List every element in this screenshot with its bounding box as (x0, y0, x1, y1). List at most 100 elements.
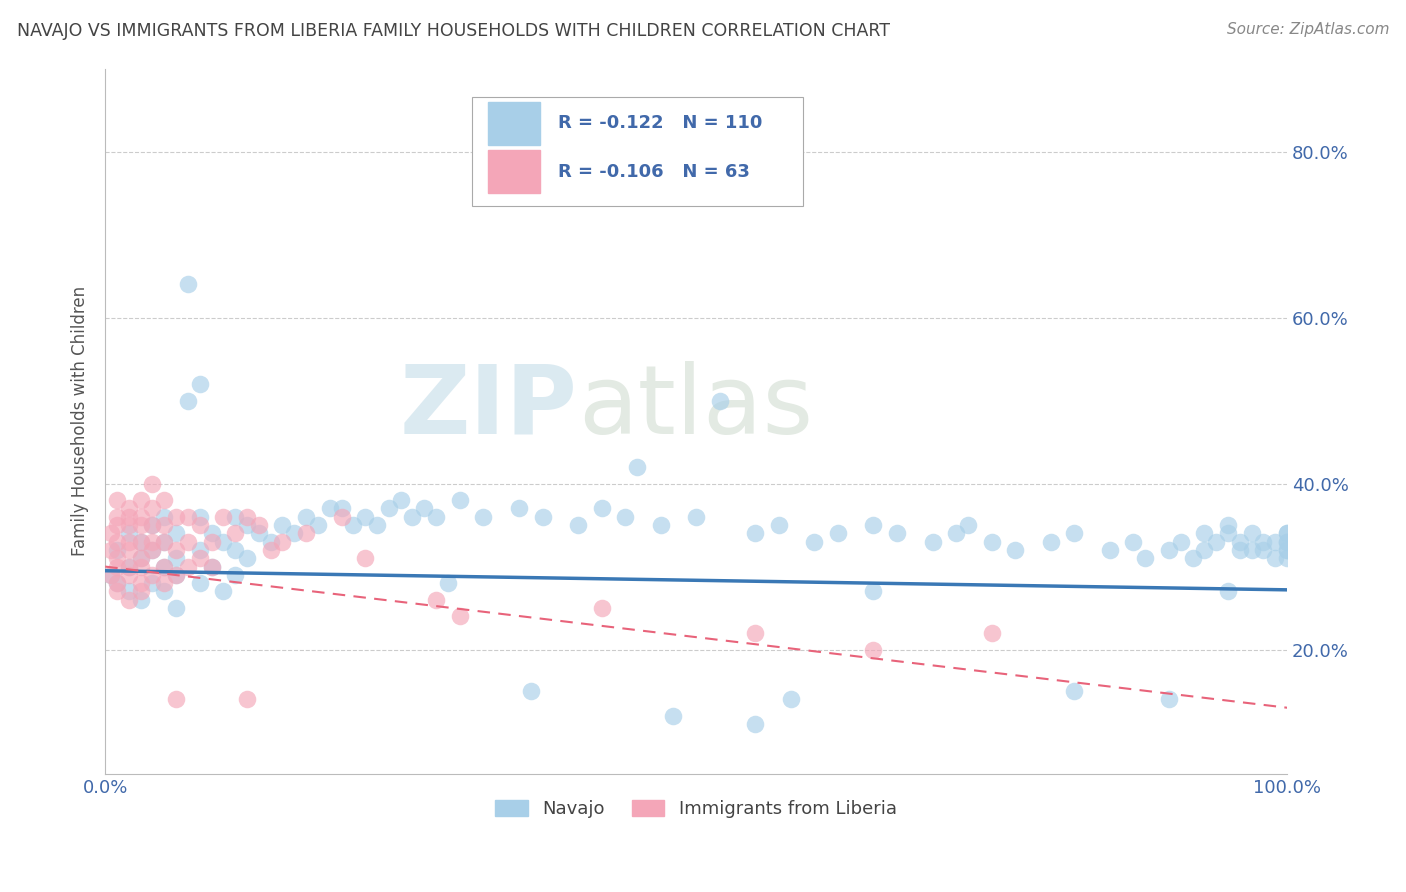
Point (105, 493, 128, 508)
Point (945, 526, 967, 541)
Point (153, 559, 176, 574)
Point (247, 518, 270, 533)
Point (118, 534, 141, 549)
Point (1275, 526, 1298, 541)
Point (1216, 584, 1239, 599)
Point (129, 534, 152, 549)
Point (1063, 526, 1085, 541)
Point (141, 568, 163, 582)
Point (307, 518, 329, 533)
Point (236, 551, 259, 566)
Point (188, 376, 211, 391)
Point (100, 568, 122, 582)
Point (437, 576, 460, 591)
Point (177, 393, 200, 408)
Point (1194, 526, 1216, 541)
Point (1275, 534, 1298, 549)
Point (1264, 551, 1286, 566)
Point (188, 543, 211, 558)
Point (177, 559, 200, 574)
Point (626, 460, 648, 475)
Point (141, 518, 163, 533)
Point (862, 642, 884, 657)
Point (378, 501, 401, 516)
Point (105, 509, 128, 524)
Point (153, 559, 176, 574)
Point (1181, 551, 1204, 566)
Point (591, 501, 613, 516)
Point (354, 509, 377, 524)
Point (118, 501, 141, 516)
FancyBboxPatch shape (488, 151, 540, 194)
Point (1157, 692, 1180, 706)
Point (744, 526, 766, 541)
Point (177, 534, 200, 549)
Point (1275, 526, 1298, 541)
Point (118, 568, 141, 582)
Point (685, 509, 707, 524)
Point (519, 684, 541, 698)
Point (141, 501, 163, 516)
Point (1216, 518, 1239, 533)
Point (129, 534, 152, 549)
Text: ZIP: ZIP (401, 360, 578, 454)
Point (118, 592, 141, 607)
Point (1170, 534, 1192, 549)
Point (1275, 534, 1298, 549)
Point (472, 509, 495, 524)
Point (200, 559, 222, 574)
Point (271, 534, 294, 549)
Point (118, 559, 141, 574)
Point (531, 509, 554, 524)
Point (100, 568, 122, 582)
Point (768, 518, 790, 533)
Point (449, 493, 471, 508)
Point (413, 501, 436, 516)
Point (661, 709, 683, 723)
Point (105, 534, 128, 549)
Point (1098, 543, 1121, 558)
Point (354, 551, 377, 566)
Point (1229, 534, 1251, 549)
Point (1275, 543, 1298, 558)
Point (153, 584, 176, 599)
Y-axis label: Family Households with Children: Family Households with Children (72, 286, 89, 557)
Point (224, 543, 246, 558)
Point (165, 692, 187, 706)
Point (236, 518, 259, 533)
Point (862, 584, 884, 599)
Point (200, 534, 222, 549)
Point (827, 526, 849, 541)
Point (165, 568, 187, 582)
Text: atlas: atlas (578, 360, 813, 454)
Point (118, 526, 141, 541)
Text: R = -0.106   N = 63: R = -0.106 N = 63 (558, 163, 749, 181)
Point (425, 509, 447, 524)
Point (118, 543, 141, 558)
Point (247, 526, 270, 541)
Point (141, 543, 163, 558)
Legend: Navajo, Immigrants from Liberia: Navajo, Immigrants from Liberia (488, 792, 904, 825)
Point (709, 393, 731, 408)
Point (153, 534, 176, 549)
Point (425, 592, 447, 607)
Point (141, 576, 163, 591)
Point (1275, 551, 1298, 566)
Point (188, 518, 211, 533)
Point (153, 518, 176, 533)
Point (129, 559, 152, 574)
Point (188, 576, 211, 591)
Point (200, 559, 222, 574)
Point (1216, 526, 1239, 541)
Point (744, 717, 766, 731)
Point (129, 509, 152, 524)
Point (1275, 543, 1298, 558)
Point (1157, 543, 1180, 558)
Point (224, 509, 246, 524)
Point (260, 534, 283, 549)
Text: Source: ZipAtlas.com: Source: ZipAtlas.com (1226, 22, 1389, 37)
Point (1004, 543, 1026, 558)
Point (165, 509, 187, 524)
Point (401, 509, 423, 524)
Point (165, 551, 187, 566)
